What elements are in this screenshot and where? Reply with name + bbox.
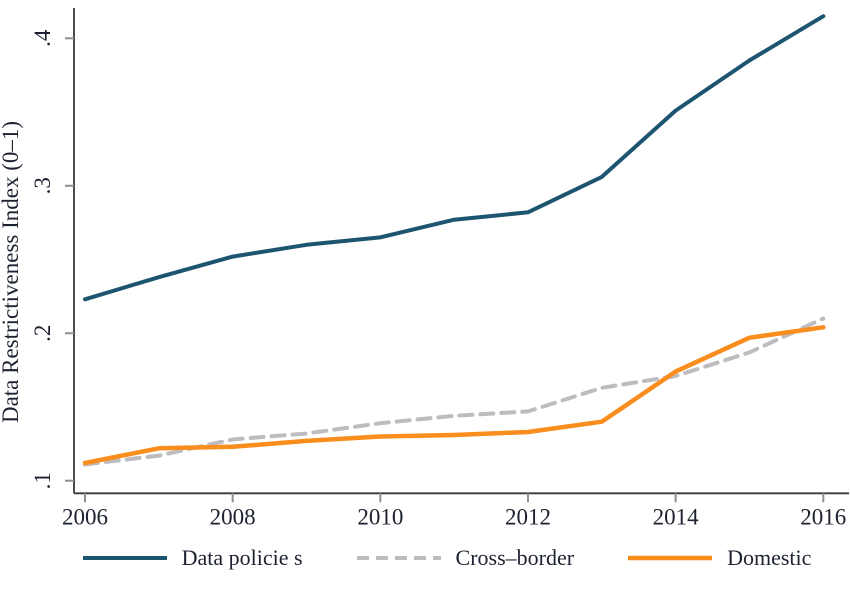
data-policies-line-swatch [82, 556, 167, 560]
domestic-line-swatch [628, 555, 713, 561]
x-tick-label: 2012 [505, 504, 551, 529]
line-chart: Data Restrictiveness Index (0–1) .1 .2 .3.… [0, 8, 849, 529]
chart-legend: Data policie s Cross–border Domestic [0, 545, 850, 571]
cross-border-line-swatch [356, 556, 441, 560]
axis-tick-labels: .1 .2 .3 .4 2006 2008 2010 2012 2014 2016 [30, 29, 846, 529]
series-lines [82, 14, 826, 467]
data-policies-line [83, 14, 826, 302]
legend-label-domestic: Domestic [727, 545, 812, 570]
y-tick-label: .1 [30, 472, 55, 489]
y-tick-label: .4 [30, 29, 55, 47]
x-tick-label: 2010 [357, 504, 403, 529]
axes [73, 8, 849, 495]
legend-label-cross-border: Cross–border [455, 545, 575, 570]
x-tick-label: 2014 [653, 504, 700, 529]
legend-label-data-policies: Data policie s [181, 545, 303, 570]
x-tick-label: 2008 [210, 504, 256, 529]
axis-ticks [65, 37, 825, 503]
y-axis-title: Data Restrictiveness Index (0–1) [0, 121, 23, 423]
x-tick-label: 2006 [62, 504, 108, 529]
cross-border-line [83, 316, 826, 467]
x-tick-label: 2016 [800, 504, 846, 529]
legend-item-data-policies: Data policie s [81, 545, 303, 571]
legend-item-domestic: Domestic [626, 545, 811, 571]
legend-item-cross-border: Cross–border [355, 545, 575, 571]
domestic-line [82, 325, 826, 466]
y-tick-label: .2 [30, 325, 55, 342]
y-tick-label: .3 [30, 177, 55, 194]
